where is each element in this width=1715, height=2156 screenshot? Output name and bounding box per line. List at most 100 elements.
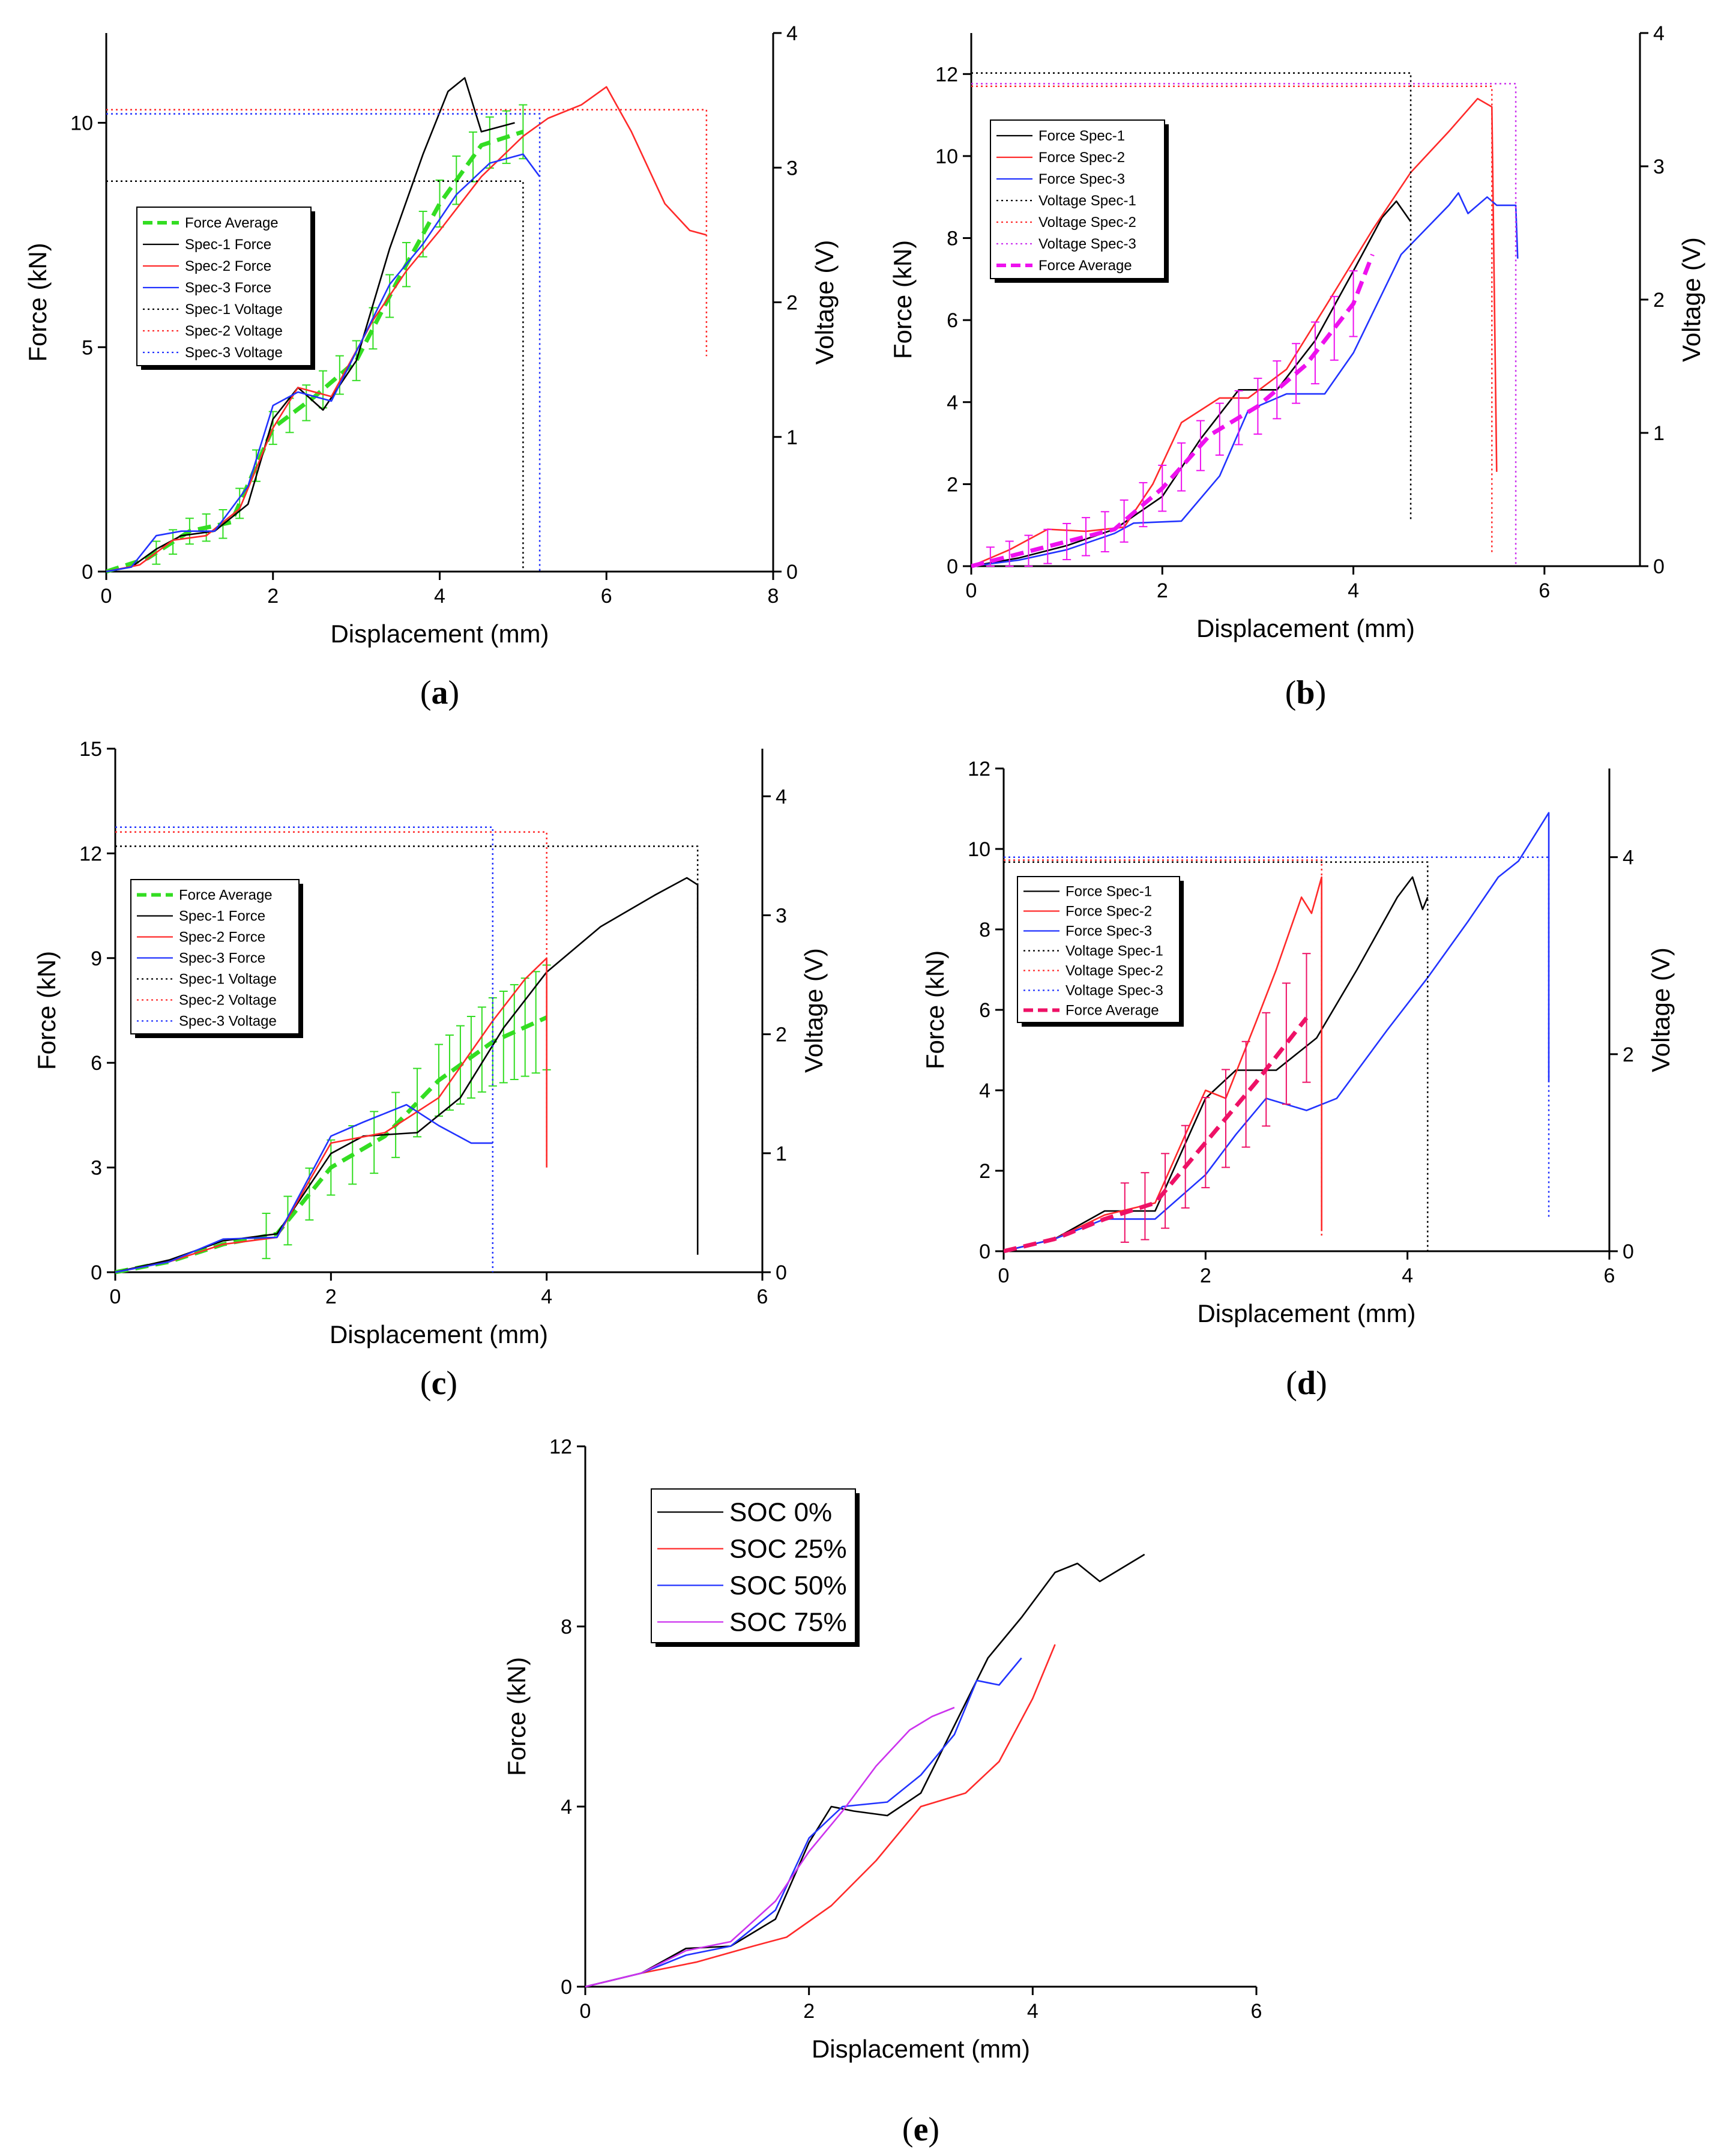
- y2-tick-label: 2: [776, 1024, 787, 1046]
- y2-tick-label: 1: [1653, 422, 1665, 445]
- legend-label: Force Spec-3: [1038, 171, 1125, 187]
- x-tick-label: 6: [757, 1285, 768, 1308]
- series-line-spec-1-voltage: [115, 845, 699, 1082]
- plot-area: [106, 77, 708, 574]
- x-tick-label: 8: [768, 585, 779, 608]
- legend-label: Spec-1 Force: [185, 237, 271, 253]
- x-tick-label: 0: [998, 1264, 1010, 1287]
- series-line-spec-2-voltage: [106, 109, 708, 357]
- x-tick-label: 4: [434, 585, 445, 608]
- legend-label: SOC 75%: [729, 1608, 847, 1637]
- legend-label: Spec-3 Voltage: [179, 1013, 277, 1030]
- legend-label: Spec-1 Voltage: [185, 301, 283, 318]
- series-line-soc-50-: [585, 1657, 1022, 1988]
- legend-box: [990, 119, 1165, 279]
- panel-label: (e): [902, 2111, 939, 2148]
- legend-label: Spec-2 Voltage: [179, 992, 277, 1009]
- y-tick-label: 0: [82, 561, 93, 584]
- legend-label: Voltage Spec-2: [1065, 963, 1163, 979]
- y2-tick-label: 2: [1623, 1043, 1634, 1066]
- y2-tick-label: 3: [776, 904, 787, 927]
- series-line-soc-75-: [585, 1706, 955, 1988]
- series-line-voltage-spec-3: [971, 83, 1517, 566]
- legend-label: Spec-1 Voltage: [179, 971, 277, 988]
- panel-label: (c): [420, 1365, 457, 1402]
- x-tick-label: 4: [1348, 579, 1359, 602]
- legend-label: Voltage Spec-1: [1065, 943, 1163, 959]
- y2-tick-label: 2: [1653, 289, 1665, 312]
- legend: Force Spec-1 Force Spec-2 Force Spec-3 Volt…: [990, 119, 1169, 283]
- legend-label: Force Average: [185, 215, 279, 231]
- x-axis-title: Displacement (mm): [330, 1320, 548, 1348]
- y2-tick-label: 4: [1653, 22, 1665, 45]
- y2-tick-label: 0: [1653, 555, 1665, 578]
- y-tick-label: 6: [91, 1052, 102, 1075]
- legend-box: [130, 879, 300, 1034]
- legend-label: Force Spec-1: [1038, 128, 1125, 144]
- y2-tick-label: 3: [786, 157, 798, 180]
- y-tick-label: 2: [979, 1160, 990, 1183]
- legend-label: Voltage Spec-1: [1038, 193, 1136, 209]
- y-tick-label: 0: [561, 1976, 572, 1999]
- y-tick-label: 10: [70, 112, 93, 135]
- series-line-spec-3-force: [106, 153, 541, 573]
- series-line-spec-3-voltage: [106, 113, 541, 572]
- y-axis-title: Force (kN): [888, 240, 917, 359]
- y-tick-label: 6: [947, 309, 958, 332]
- panel-label: (d): [1286, 1365, 1327, 1402]
- panel-label: (a): [420, 674, 459, 711]
- series-line-force-average: [971, 253, 1375, 569]
- y-axis-title: Force (kN): [502, 1657, 531, 1776]
- y2-tick-label: 1: [786, 426, 798, 449]
- y2-axis-title: Voltage (V): [800, 948, 828, 1073]
- y-tick-label: 12: [968, 758, 990, 781]
- x-tick-label: 2: [803, 2000, 815, 2023]
- y-tick-label: 0: [91, 1261, 102, 1284]
- y2-axis-title: Voltage (V): [810, 240, 839, 365]
- x-axis-title: Displacement (mm): [1197, 1299, 1415, 1327]
- chart-panel-e: 0 2 4 6 0 4 8 12 Displacement (mm) Force (kN) SOC …: [502, 1436, 1262, 2148]
- y2-tick-label: 0: [786, 561, 798, 584]
- series-line-voltage-spec-2: [1004, 859, 1322, 1237]
- y-tick-label: 4: [979, 1080, 990, 1102]
- series-line-soc-0-: [585, 1553, 1145, 1988]
- legend-label: Spec-3 Voltage: [185, 345, 283, 361]
- x-tick-label: 6: [1539, 579, 1550, 602]
- y-tick-label: 12: [79, 842, 102, 865]
- y-tick-label: 5: [82, 336, 93, 359]
- x-tick-label: 2: [1157, 579, 1168, 602]
- x-tick-label: 2: [1200, 1264, 1211, 1287]
- y2-axis-title: Voltage (V): [1677, 237, 1705, 362]
- legend-label: Spec-2 Force: [179, 929, 265, 946]
- legend: SOC 0% SOC 25% SOC 50% SOC 75%: [651, 1488, 860, 1647]
- y2-axis-title: Voltage (V): [1647, 947, 1675, 1072]
- y-tick-label: 2: [947, 473, 958, 496]
- legend-label: Spec-2 Voltage: [185, 323, 283, 339]
- x-tick-label: 0: [101, 585, 112, 608]
- series-line-force-spec-3: [971, 192, 1519, 567]
- y-tick-label: 8: [561, 1616, 572, 1638]
- legend-label: Force Average: [179, 887, 273, 904]
- y2-tick-label: 4: [786, 22, 798, 45]
- y-tick-label: 0: [979, 1240, 990, 1263]
- plot-area: [585, 1553, 1145, 1988]
- y-axis-title: Force (kN): [921, 950, 949, 1069]
- x-tick-label: 0: [966, 579, 977, 602]
- series-line-spec-2-voltage: [115, 831, 547, 1165]
- y-tick-label: 8: [947, 228, 958, 250]
- y-tick-label: 10: [935, 145, 958, 168]
- legend-label: Spec-2 Force: [185, 258, 271, 274]
- legend-box: [651, 1488, 856, 1643]
- series-line-force-spec-2: [971, 98, 1498, 567]
- x-tick-label: 6: [601, 585, 612, 608]
- legend: Force Average Spec-1 Force Spec-2 Force Spe…: [130, 879, 303, 1038]
- y2-tick-label: 0: [1623, 1240, 1634, 1263]
- y2-tick-label: 1: [776, 1143, 787, 1165]
- y-tick-label: 6: [979, 999, 990, 1022]
- legend-label: Force Spec-3: [1065, 923, 1152, 940]
- x-axis-title: Displacement (mm): [1196, 614, 1415, 642]
